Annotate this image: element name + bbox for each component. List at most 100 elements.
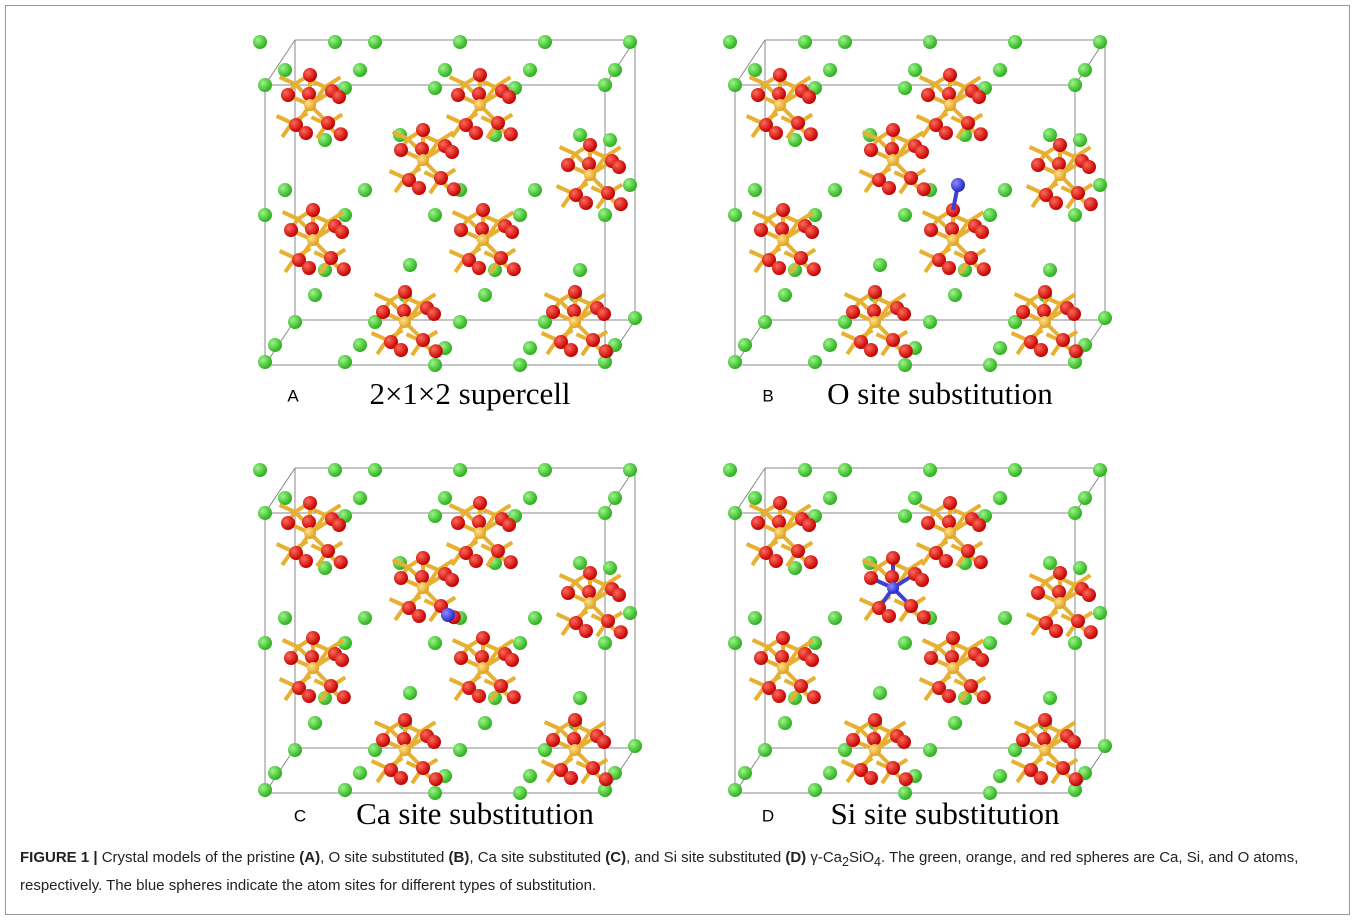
calcium-atom	[993, 63, 1007, 77]
calcium-atom	[268, 766, 282, 780]
oxygen-atom	[972, 90, 986, 104]
silicon-atom	[399, 316, 411, 328]
bond	[1030, 575, 1045, 582]
calcium-atom	[983, 786, 997, 800]
oxygen-atom	[772, 515, 786, 529]
oxygen-atom	[864, 143, 878, 157]
oxygen-atom	[964, 679, 978, 693]
oxygen-atom	[867, 732, 881, 746]
calcium-atom	[1093, 463, 1107, 477]
silicon-atom	[774, 527, 786, 539]
bond	[453, 212, 468, 219]
calcium-atom	[598, 208, 612, 222]
calcium-atom	[598, 506, 612, 520]
oxygen-atom	[975, 653, 989, 667]
calcium-atom	[1093, 35, 1107, 49]
calcium-atom	[1078, 491, 1092, 505]
silicon-atom	[569, 744, 581, 756]
calcium-atom	[258, 78, 272, 92]
oxygen-atom	[977, 690, 991, 704]
calcium-atom	[1078, 63, 1092, 77]
oxygen-atom	[921, 516, 935, 530]
oxygen-atom	[975, 225, 989, 239]
calcium-atom	[328, 463, 342, 477]
oxygen-atom	[335, 225, 349, 239]
silicon-atom	[584, 597, 596, 609]
calcium-atom	[288, 315, 302, 329]
silicon-atom	[304, 99, 316, 111]
oxygen-atom	[1038, 713, 1052, 727]
caption: FIGURE 1 | Crystal models of the pristin…	[20, 846, 1340, 898]
oxygen-atom	[454, 223, 468, 237]
calcium-atom	[898, 636, 912, 650]
oxygen-atom	[882, 181, 896, 195]
oxygen-atom	[772, 87, 786, 101]
oxygen-atom	[791, 116, 805, 130]
silicon-atom	[887, 154, 899, 166]
calcium-atom	[898, 509, 912, 523]
oxygen-atom	[324, 251, 338, 265]
oxygen-atom	[1067, 735, 1081, 749]
calcium-atom	[428, 636, 442, 650]
calcium-atom	[908, 491, 922, 505]
oxygen-atom	[1084, 625, 1098, 639]
calcium-atom	[838, 35, 852, 49]
oxygen-atom	[964, 251, 978, 265]
oxygen-atom	[505, 225, 519, 239]
calcium-atom	[1098, 311, 1112, 325]
bond	[920, 505, 935, 512]
oxygen-atom	[897, 307, 911, 321]
page: A 2×1×2 supercell B O site substitution …	[0, 0, 1357, 922]
oxygen-atom	[302, 87, 316, 101]
bond	[280, 679, 295, 686]
oxygen-atom	[561, 158, 575, 172]
oxygen-atom	[335, 653, 349, 667]
calcium-atom	[728, 783, 742, 797]
oxygen-atom	[469, 554, 483, 568]
silicon-atom	[474, 527, 486, 539]
oxygen-atom	[868, 713, 882, 727]
oxygen-atom	[582, 585, 596, 599]
oxygen-atom	[491, 544, 505, 558]
bond	[557, 614, 572, 621]
oxygen-atom	[804, 127, 818, 141]
bond	[860, 171, 875, 178]
calcium-atom	[428, 81, 442, 95]
silicon-atom	[474, 99, 486, 111]
calcium-atom	[253, 35, 267, 49]
bond	[753, 640, 768, 647]
calcium-atom	[608, 491, 622, 505]
oxygen-atom	[451, 516, 465, 530]
oxygen-atom	[939, 126, 953, 140]
bond	[1030, 147, 1045, 154]
bond	[920, 77, 935, 84]
calcium-atom	[923, 743, 937, 757]
calcium-atom	[1043, 263, 1057, 277]
oxygen-atom	[564, 771, 578, 785]
calcium-atom	[728, 355, 742, 369]
panel-title: Si site substitution	[830, 796, 1060, 831]
oxygen-atom	[306, 631, 320, 645]
calcium-atom	[328, 35, 342, 49]
oxygen-atom	[299, 554, 313, 568]
calcium-atom	[898, 786, 912, 800]
bond	[283, 212, 298, 219]
oxygen-atom	[447, 182, 461, 196]
caption-ref: (C)	[605, 849, 626, 866]
calcium-atom	[738, 766, 752, 780]
bond	[560, 575, 575, 582]
oxygen-atom	[1052, 157, 1066, 171]
calcium-atom	[278, 183, 292, 197]
oxygen-atom	[794, 679, 808, 693]
oxygen-atom	[429, 344, 443, 358]
caption-text: Crystal models of the pristine	[98, 849, 300, 866]
silicon-atom	[1039, 316, 1051, 328]
calcium-atom	[523, 63, 537, 77]
oxygen-atom	[1069, 344, 1083, 358]
bond	[750, 679, 765, 686]
bond	[920, 251, 935, 258]
calcium-atom	[1068, 208, 1082, 222]
oxygen-atom	[567, 732, 581, 746]
caption-text: , Ca site substituted	[469, 849, 605, 866]
calcium-atom	[1043, 691, 1057, 705]
